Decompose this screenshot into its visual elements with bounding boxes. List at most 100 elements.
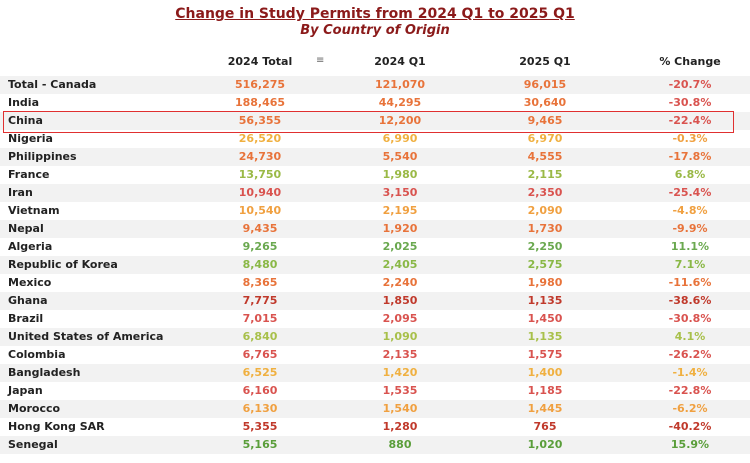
- cell-2024-q1: 2,405: [382, 258, 418, 271]
- cell-2024-total: 6,525: [242, 366, 278, 379]
- cell-2025-q1: 1,445: [527, 402, 563, 415]
- cell-2025-q1: 2,350: [527, 186, 563, 199]
- row-country: Mexico: [8, 276, 52, 289]
- cell-2024-q1: 880: [388, 438, 412, 451]
- cell-pct-change: 7.1%: [674, 258, 706, 271]
- row-country: Morocco: [8, 402, 61, 415]
- cell-2024-total: 8,480: [242, 258, 278, 271]
- header-2025-q1: 2025 Q1: [519, 55, 571, 68]
- row-country: Hong Kong SAR: [8, 420, 105, 433]
- row-country: Nepal: [8, 222, 44, 235]
- table-row: Ghana 7,775 1,850 1,135 -38.6%: [0, 292, 750, 310]
- cell-2025-q1: 1,980: [527, 276, 563, 289]
- row-country: Vietnam: [8, 204, 60, 217]
- cell-2025-q1: 30,640: [523, 96, 567, 109]
- header-2024-q1: 2024 Q1: [374, 55, 426, 68]
- row-country: Iran: [8, 186, 33, 199]
- cell-2024-q1: 1,280: [382, 420, 418, 433]
- cell-2025-q1: 1,575: [527, 348, 563, 361]
- table-row: Morocco 6,130 1,540 1,445 -6.2%: [0, 400, 750, 418]
- cell-2025-q1: 1,020: [527, 438, 563, 451]
- table-row: Mexico 8,365 2,240 1,980 -11.6%: [0, 274, 750, 292]
- cell-2024-q1: 1,090: [382, 330, 418, 343]
- cell-pct-change: -22.4%: [668, 114, 712, 127]
- sort-icon[interactable]: ≡: [316, 55, 325, 66]
- cell-2024-q1: 2,025: [382, 240, 418, 253]
- row-country: France: [8, 168, 50, 181]
- row-country: India: [8, 96, 39, 109]
- cell-2025-q1: 1,185: [527, 384, 563, 397]
- table-row: Iran 10,940 3,150 2,350 -25.4%: [0, 184, 750, 202]
- table-body: Total - Canada 516,275 121,070 96,015 -20.7%…: [0, 76, 750, 454]
- cell-2024-total: 13,750: [238, 168, 282, 181]
- cell-pct-change: -25.4%: [668, 186, 712, 199]
- cell-2024-total: 9,435: [242, 222, 278, 235]
- cell-pct-change: -11.6%: [668, 276, 712, 289]
- header-pct-change: % Change: [659, 55, 721, 68]
- cell-pct-change: 11.1%: [670, 240, 710, 253]
- cell-2024-total: 7,015: [242, 312, 278, 325]
- table-row: Bangladesh 6,525 1,420 1,400 -1.4%: [0, 364, 750, 382]
- cell-2025-q1: 6,970: [527, 132, 563, 145]
- row-country: Colombia: [8, 348, 66, 361]
- cell-2024-total: 516,275: [234, 78, 286, 91]
- cell-2024-total: 6,130: [242, 402, 278, 415]
- row-country: Republic of Korea: [8, 258, 118, 271]
- header-2024-total: 2024 Total: [227, 55, 293, 68]
- cell-2024-total: 7,775: [242, 294, 278, 307]
- cell-2024-total: 24,730: [238, 150, 282, 163]
- row-country: Algeria: [8, 240, 53, 253]
- cell-2024-q1: 44,295: [378, 96, 422, 109]
- table-row: France 13,750 1,980 2,115 6.8%: [0, 166, 750, 184]
- cell-2024-total: 6,765: [242, 348, 278, 361]
- cell-pct-change: 6.8%: [674, 168, 706, 181]
- row-country: Senegal: [8, 438, 58, 451]
- cell-2025-q1: 9,465: [527, 114, 563, 127]
- cell-2025-q1: 1,400: [527, 366, 563, 379]
- cell-2024-total: 6,840: [242, 330, 278, 343]
- cell-2024-total: 56,355: [238, 114, 282, 127]
- cell-pct-change: 4.1%: [674, 330, 706, 343]
- cell-pct-change: -4.8%: [672, 204, 708, 217]
- row-country: Nigeria: [8, 132, 53, 145]
- cell-2024-total: 5,355: [242, 420, 278, 433]
- chart-title: Change in Study Permits from 2024 Q1 to …: [175, 6, 575, 22]
- cell-2025-q1: 96,015: [523, 78, 567, 91]
- cell-2024-total: 9,265: [242, 240, 278, 253]
- row-country: Bangladesh: [8, 366, 81, 379]
- highlight-box-china: [3, 111, 734, 133]
- cell-pct-change: -6.2%: [672, 402, 708, 415]
- cell-2024-q1: 1,980: [382, 168, 418, 181]
- row-country: Philippines: [8, 150, 77, 163]
- cell-2024-total: 5,165: [242, 438, 278, 451]
- cell-2025-q1: 1,135: [527, 330, 563, 343]
- cell-2024-q1: 3,150: [382, 186, 418, 199]
- cell-2024-q1: 1,535: [382, 384, 418, 397]
- cell-2024-q1: 2,095: [382, 312, 418, 325]
- cell-2025-q1: 2,115: [527, 168, 563, 181]
- row-country: Total - Canada: [8, 78, 97, 91]
- table-row: Algeria 9,265 2,025 2,250 11.1%: [0, 238, 750, 256]
- cell-pct-change: 15.9%: [670, 438, 710, 451]
- cell-2025-q1: 2,090: [527, 204, 563, 217]
- row-country: Japan: [8, 384, 43, 397]
- cell-2025-q1: 2,575: [527, 258, 563, 271]
- table-row: India 188,465 44,295 30,640 -30.8%: [0, 94, 750, 112]
- row-country: China: [8, 114, 43, 127]
- table-row: Philippines 24,730 5,540 4,555 -17.8%: [0, 148, 750, 166]
- table-row: Hong Kong SAR 5,355 1,280 765 -40.2%: [0, 418, 750, 436]
- row-country: Brazil: [8, 312, 44, 325]
- cell-2024-q1: 12,200: [378, 114, 422, 127]
- table-row: Nigeria 26,520 6,990 6,970 -0.3%: [0, 130, 750, 148]
- cell-2024-total: 188,465: [234, 96, 286, 109]
- row-country: Ghana: [8, 294, 48, 307]
- table-row: Japan 6,160 1,535 1,185 -22.8%: [0, 382, 750, 400]
- cell-2024-total: 8,365: [242, 276, 278, 289]
- cell-2025-q1: 1,730: [527, 222, 563, 235]
- cell-2025-q1: 1,135: [527, 294, 563, 307]
- cell-2024-total: 10,940: [238, 186, 282, 199]
- cell-pct-change: -38.6%: [668, 294, 712, 307]
- cell-pct-change: -1.4%: [672, 366, 708, 379]
- table-row: Republic of Korea 8,480 2,405 2,575 7.1%: [0, 256, 750, 274]
- cell-2024-q1: 1,850: [382, 294, 418, 307]
